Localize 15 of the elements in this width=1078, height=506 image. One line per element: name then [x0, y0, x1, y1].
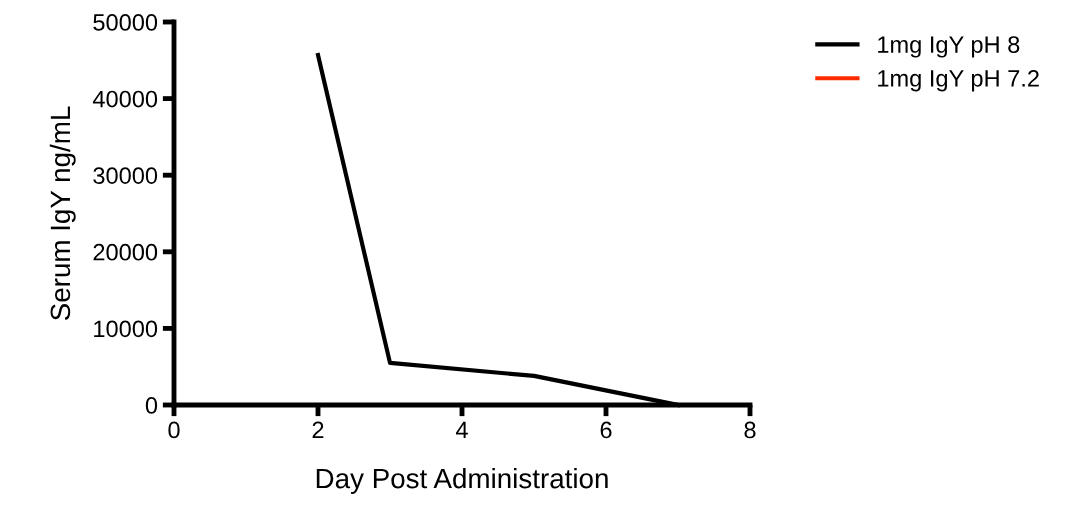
x-tick-label: 6: [600, 421, 612, 439]
y-tick-label: 10000: [94, 320, 158, 338]
y-tick-label: 40000: [92, 90, 158, 108]
x-tick-label: 4: [455, 421, 468, 439]
y-tick-label: 0: [145, 397, 158, 414]
legend-label: 1mg IgY pH 8: [878, 36, 1020, 58]
y-tick-label: 30000: [93, 167, 158, 184]
y-axis-title: Serum IgY ng/mL: [49, 106, 76, 321]
x-tick-label: 0: [168, 421, 180, 439]
x-axis-title: Day Post Administration: [316, 467, 608, 494]
y-tick-label: 20000: [93, 243, 158, 261]
x-tick-label: 8: [744, 421, 756, 439]
x-tick-label: 2: [312, 421, 324, 439]
legend-label: 1mg IgY pH 7.2: [878, 70, 1039, 92]
y-tick-label: 50000: [93, 14, 158, 31]
